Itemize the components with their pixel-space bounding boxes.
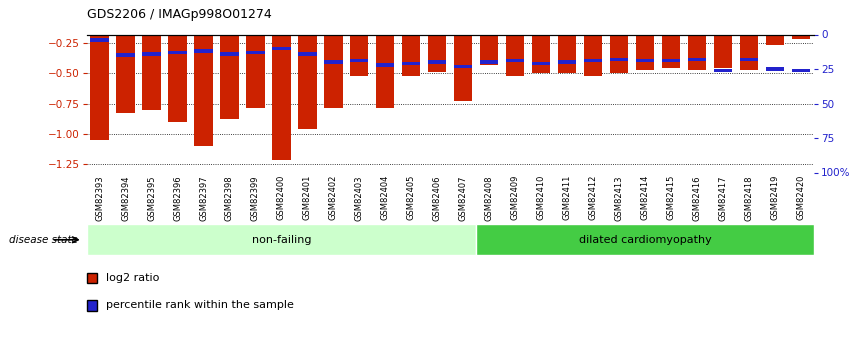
Text: GSM82417: GSM82417 [719, 175, 727, 220]
Bar [454, 65, 473, 68]
Bar [714, 69, 732, 72]
Bar [584, 13, 602, 76]
Bar [116, 53, 135, 57]
Text: GSM82393: GSM82393 [95, 175, 104, 221]
Bar [246, 13, 265, 108]
Text: GSM82396: GSM82396 [173, 175, 182, 221]
Bar [194, 13, 212, 146]
Bar [194, 49, 212, 53]
Bar [610, 13, 628, 73]
Text: disease state: disease state [9, 235, 78, 245]
Bar [714, 13, 732, 68]
Bar [532, 13, 550, 73]
Bar [142, 13, 161, 110]
Bar [480, 13, 499, 65]
Text: dilated cardiomyopathy: dilated cardiomyopathy [578, 235, 712, 245]
Bar [558, 13, 576, 73]
Text: GSM82411: GSM82411 [563, 175, 572, 220]
Text: GSM82404: GSM82404 [381, 175, 390, 220]
Text: GSM82403: GSM82403 [355, 175, 364, 220]
Bar [324, 13, 342, 108]
Bar [168, 13, 187, 122]
Text: GSM82419: GSM82419 [771, 175, 779, 220]
Bar [792, 69, 810, 72]
Bar [376, 13, 394, 108]
Bar [584, 59, 602, 62]
Bar [454, 13, 473, 101]
Text: GSM82410: GSM82410 [537, 175, 546, 220]
Bar [116, 13, 135, 113]
Bar [142, 52, 160, 56]
Bar [87, 224, 476, 255]
Bar [480, 60, 499, 64]
Text: GSM82401: GSM82401 [303, 175, 312, 220]
Bar [220, 13, 238, 119]
Bar [506, 13, 524, 76]
Text: GSM82405: GSM82405 [407, 175, 416, 220]
Text: GSM82416: GSM82416 [693, 175, 701, 220]
Bar [220, 52, 238, 56]
Text: GSM82412: GSM82412 [589, 175, 598, 220]
Bar [90, 38, 109, 42]
Bar [168, 51, 187, 54]
Bar [324, 60, 342, 64]
Text: GSM82399: GSM82399 [251, 175, 260, 220]
Bar [636, 13, 655, 70]
Bar [402, 62, 420, 65]
Bar [688, 58, 706, 61]
Bar [792, 13, 810, 39]
Bar [476, 224, 814, 255]
Text: GSM82394: GSM82394 [121, 175, 130, 220]
Bar [246, 51, 265, 54]
Text: GSM82420: GSM82420 [797, 175, 805, 220]
Bar [740, 58, 759, 61]
Bar [428, 13, 447, 72]
Bar [90, 13, 109, 140]
Bar [662, 59, 680, 62]
Text: log2 ratio: log2 ratio [106, 273, 159, 283]
Bar [376, 63, 394, 67]
Text: GSM82398: GSM82398 [225, 175, 234, 221]
Text: GSM82413: GSM82413 [615, 175, 624, 220]
Bar [766, 13, 784, 46]
Bar [272, 13, 290, 160]
Text: non-failing: non-failing [252, 235, 311, 245]
Bar [506, 59, 524, 62]
Text: GSM82406: GSM82406 [433, 175, 442, 220]
Bar [740, 13, 759, 70]
Bar [636, 59, 655, 62]
Bar [298, 13, 316, 129]
Bar [350, 59, 368, 62]
Text: GSM82408: GSM82408 [485, 175, 494, 220]
Text: GSM82397: GSM82397 [199, 175, 208, 221]
Text: GSM82418: GSM82418 [745, 175, 753, 220]
Bar [766, 67, 784, 71]
Bar [298, 52, 316, 56]
Text: GSM82395: GSM82395 [147, 175, 156, 220]
Text: GSM82400: GSM82400 [277, 175, 286, 220]
Bar [610, 58, 628, 61]
Text: GSM82407: GSM82407 [459, 175, 468, 220]
Bar [688, 13, 706, 70]
Bar [558, 60, 576, 64]
Bar [532, 62, 550, 65]
Text: GSM82409: GSM82409 [511, 175, 520, 220]
Bar [662, 13, 680, 68]
Text: GDS2206 / IMAGp998O01274: GDS2206 / IMAGp998O01274 [87, 8, 271, 21]
Text: percentile rank within the sample: percentile rank within the sample [106, 300, 294, 310]
Bar [272, 47, 290, 50]
Text: GSM82415: GSM82415 [667, 175, 675, 220]
Bar [428, 60, 447, 64]
Bar [350, 13, 368, 76]
Bar [402, 13, 420, 76]
Text: GSM82402: GSM82402 [329, 175, 338, 220]
Text: GSM82414: GSM82414 [641, 175, 650, 220]
